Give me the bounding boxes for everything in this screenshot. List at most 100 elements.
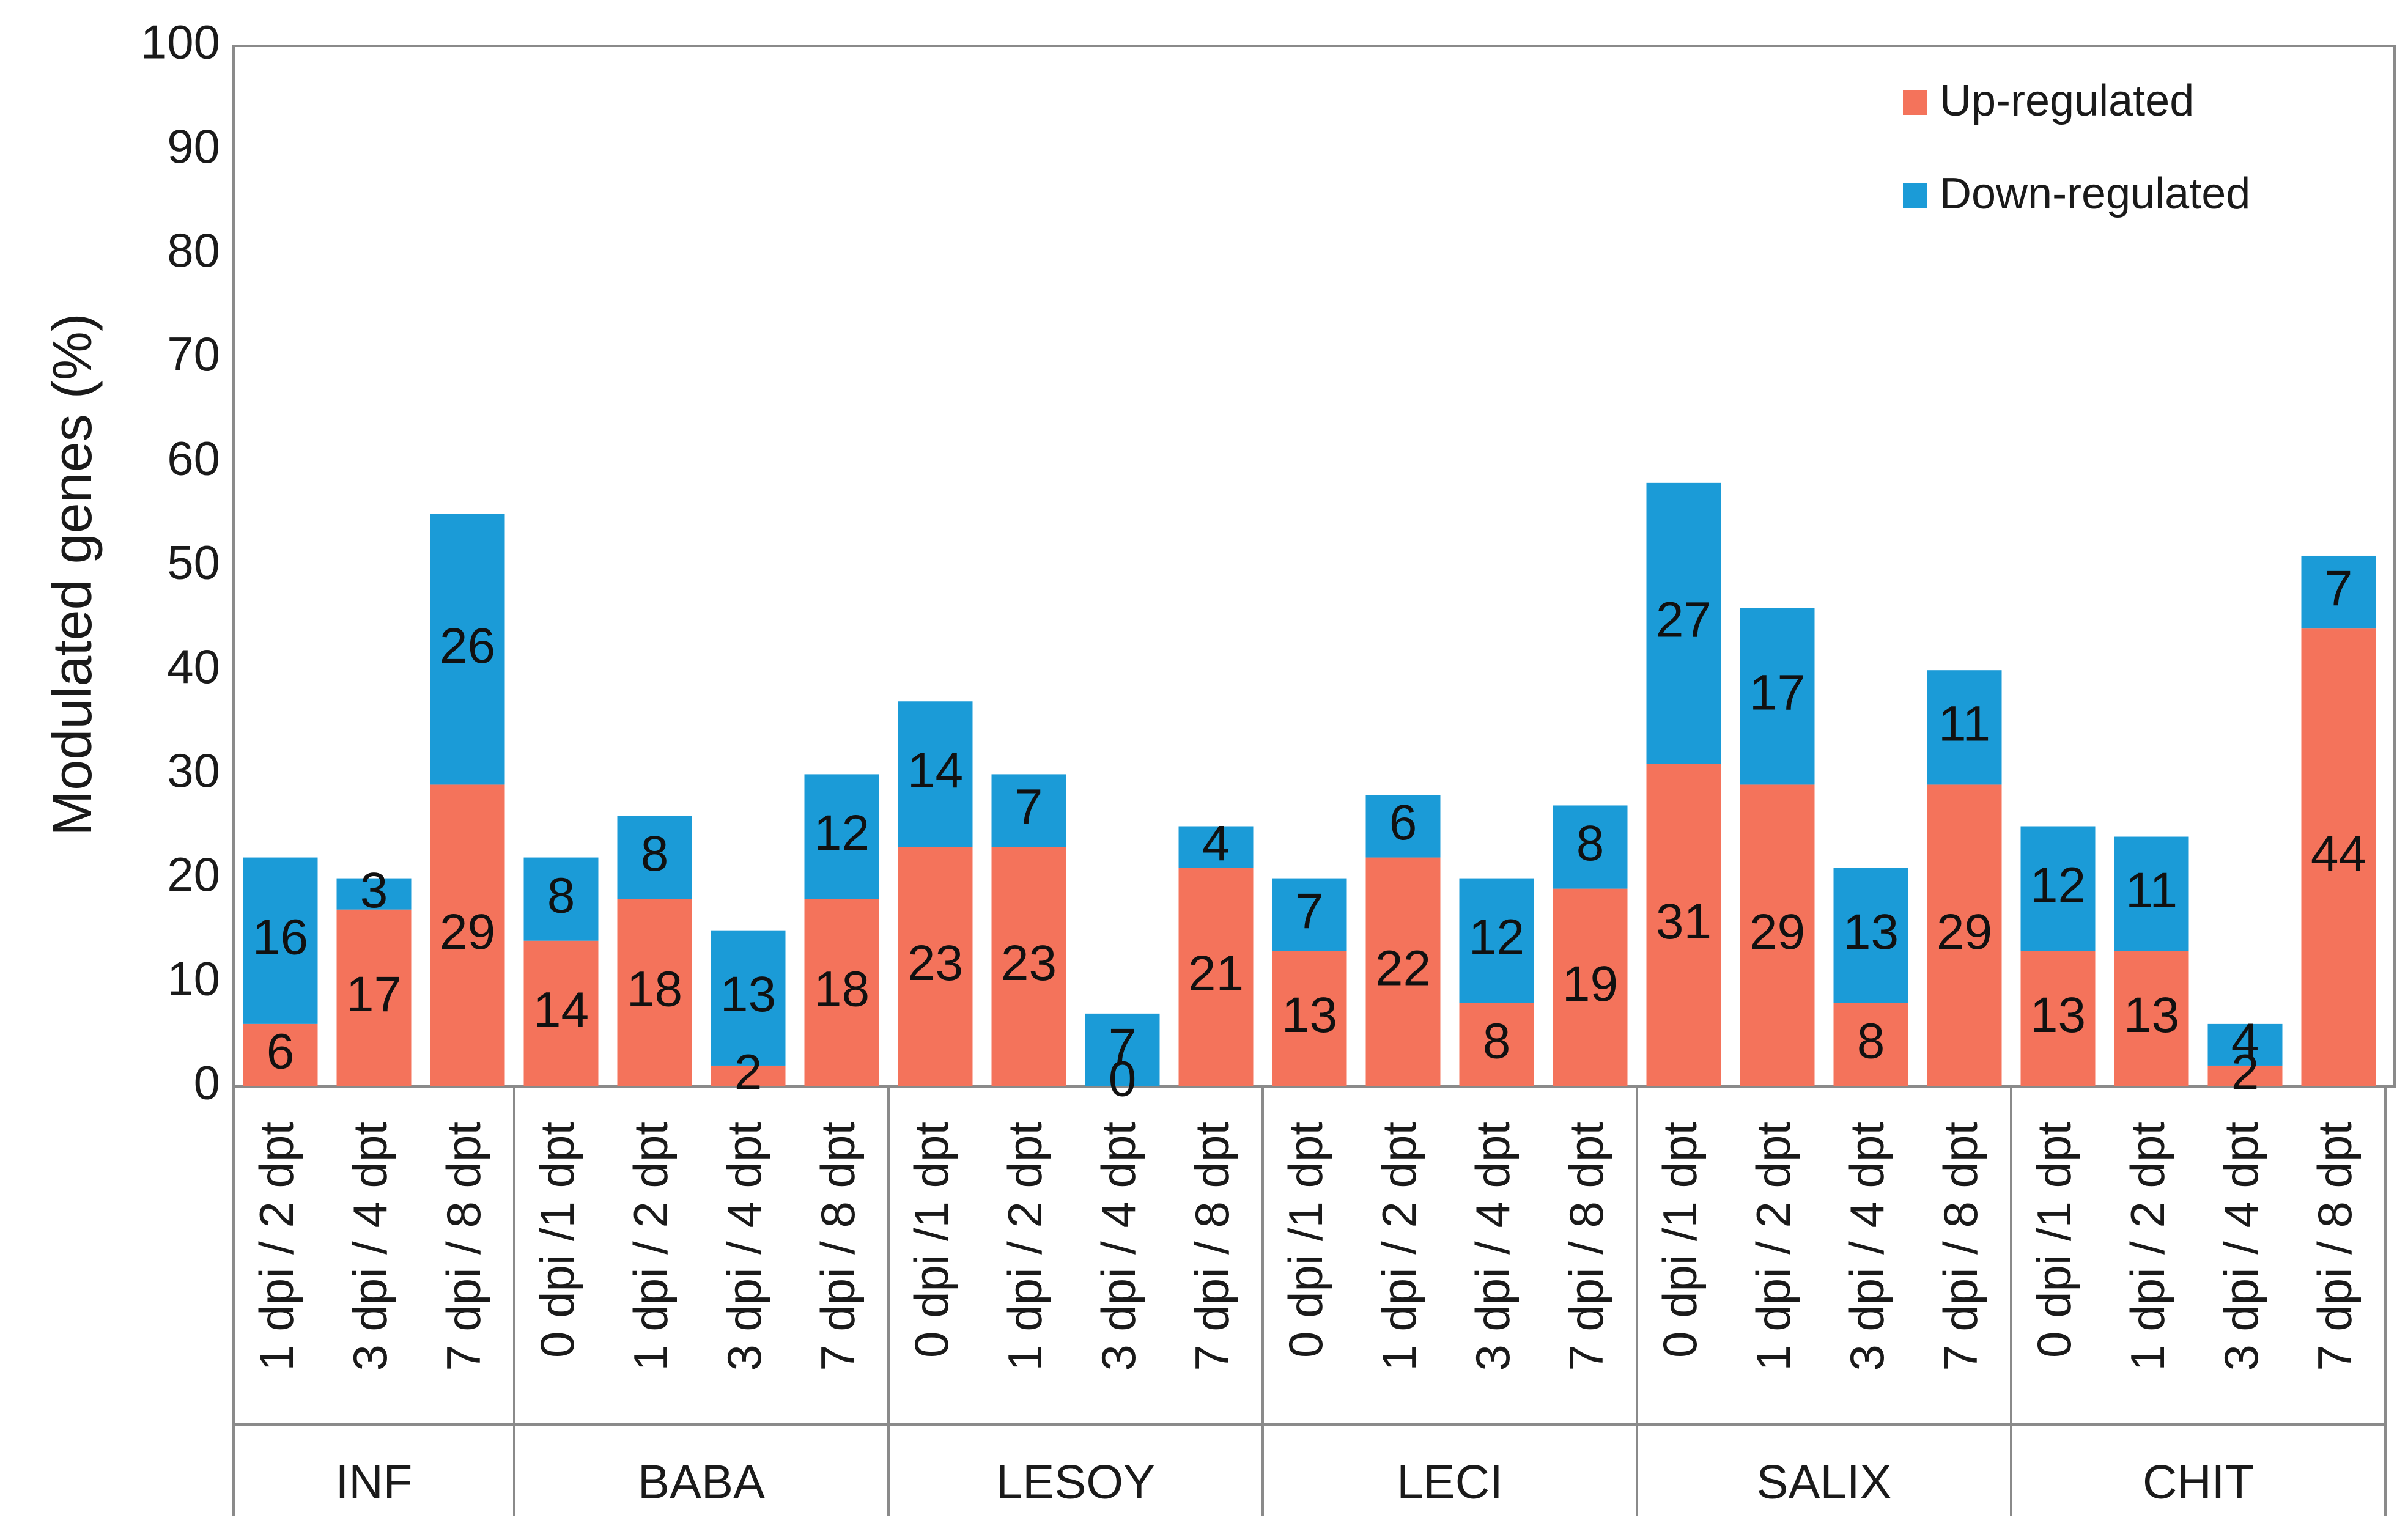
x-tick-label: 0 dpi /1 dpt: [904, 1122, 958, 1358]
y-tick-label: 10: [167, 951, 220, 1005]
x-tick-label: 1 dpi / 2 dpt: [1746, 1122, 1800, 1371]
data-label-up: 0: [1109, 1052, 1137, 1107]
x-tick-label: 0 dpi /1 dpt: [1653, 1122, 1707, 1358]
bar-up-regulated: [1365, 857, 1441, 1086]
bar-down-regulated: [991, 774, 1066, 847]
group-label: SALIX: [1756, 1455, 1891, 1509]
bar-up-regulated: [617, 899, 692, 1086]
x-tick-label: 1 dpi / 2 dpt: [249, 1122, 303, 1371]
y-tick-label: 50: [167, 536, 220, 589]
bar-up-regulated: [523, 940, 599, 1086]
bar-up-regulated: [1740, 784, 1815, 1086]
legend: Up-regulated Down-regulated: [1903, 76, 2250, 218]
y-tick-label: 30: [167, 743, 220, 797]
data-label-up: 29: [1937, 904, 1992, 960]
data-label-up: 29: [1749, 904, 1805, 960]
bar-down-regulated: [1740, 608, 1815, 785]
data-label-down: 12: [814, 805, 870, 861]
bar-down-regulated: [1927, 670, 2002, 785]
x-tick-label: 7 dpi / 8 dpt: [811, 1122, 865, 1371]
x-tick-label: 3 dpi / 4 dpt: [1840, 1122, 1894, 1371]
data-label-down: 6: [1389, 795, 1417, 850]
bar-down-regulated: [804, 774, 879, 899]
y-tick-label: 80: [167, 223, 220, 277]
bar-down-regulated: [711, 930, 786, 1066]
bar-up-regulated: [243, 1023, 318, 1086]
group-label: INF: [336, 1455, 413, 1509]
bar-down-regulated: [1646, 482, 1721, 764]
data-label-up: 8: [1857, 1014, 1885, 1069]
bar-up-regulated: [2301, 628, 2376, 1086]
data-label-up: 23: [1001, 935, 1057, 991]
data-label-down: 7: [2325, 561, 2353, 616]
x-tick-label: 7 dpi / 8 dpt: [1933, 1122, 1987, 1371]
y-tick-label: 90: [167, 119, 220, 173]
bar-up-regulated: [804, 899, 879, 1086]
data-label-down: 3: [360, 863, 388, 918]
bar-down-regulated: [243, 857, 318, 1024]
y-tick-label: 40: [167, 639, 220, 693]
x-tick-label: 1 dpi / 2 dpt: [1372, 1122, 1426, 1371]
data-label-down: 8: [641, 826, 669, 882]
data-label-up: 23: [907, 935, 963, 991]
bar-down-regulated: [1833, 868, 1908, 1003]
x-tick-label: 7 dpi / 8 dpt: [1559, 1122, 1613, 1371]
data-label-up: 29: [440, 904, 495, 960]
data-label-down: 7: [1015, 780, 1043, 835]
x-tick-label: 7 dpi / 8 dpt: [2308, 1122, 2362, 1371]
bar-down-regulated: [2301, 555, 2376, 629]
data-label-down: 16: [253, 909, 308, 965]
legend-swatch-down: [1903, 183, 1927, 208]
x-tick-label: 1 dpi / 2 dpt: [624, 1122, 678, 1371]
x-tick-label: 0 dpi /1 dpt: [2027, 1122, 2081, 1358]
bar-up-regulated: [2020, 951, 2096, 1086]
bar-up-regulated: [711, 1065, 786, 1086]
data-label-down: 8: [1576, 816, 1605, 871]
bar-up-regulated: [1553, 888, 1628, 1086]
group-label: LECI: [1397, 1455, 1502, 1509]
bar-up-regulated: [2114, 951, 2189, 1086]
data-label-up: 13: [2124, 987, 2179, 1043]
bar-up-regulated: [430, 784, 505, 1086]
bar-down-regulated: [336, 878, 412, 910]
x-tick-label: 3 dpi / 4 dpt: [1466, 1122, 1520, 1371]
x-tick-label: 3 dpi / 4 dpt: [1091, 1122, 1145, 1371]
bar-down-regulated: [2114, 836, 2189, 951]
bar-up-regulated: [1272, 951, 1347, 1086]
bar-down-regulated: [1272, 878, 1347, 951]
x-tick-label: 3 dpi / 4 dpt: [717, 1122, 771, 1371]
bar-down-regulated: [1085, 1013, 1160, 1086]
group-label: CHIT: [2143, 1455, 2254, 1509]
data-label-down: 27: [1656, 592, 1712, 647]
bar-up-regulated: [2207, 1065, 2283, 1086]
y-tick-label: 70: [167, 327, 220, 381]
data-label-down: 4: [2231, 1014, 2259, 1069]
x-tick-label: 1 dpi / 2 dpt: [998, 1122, 1052, 1371]
legend-label-up: Up-regulated: [1940, 76, 2194, 125]
x-tick-label: 7 dpi / 8 dpt: [437, 1122, 490, 1371]
y-tick-label: 60: [167, 431, 220, 485]
x-tick-label: 0 dpi /1 dpt: [1279, 1122, 1332, 1358]
group-label: LESOY: [996, 1455, 1155, 1509]
x-tick-label: 3 dpi / 4 dpt: [343, 1122, 397, 1371]
bar-down-regulated: [898, 701, 973, 847]
data-label-down: 12: [2030, 857, 2086, 913]
data-label-down: 13: [1843, 904, 1899, 960]
bar-down-regulated: [1178, 826, 1254, 868]
data-label-up: 21: [1188, 946, 1244, 1001]
data-label-up: 44: [2311, 826, 2366, 882]
bar-down-regulated: [1459, 878, 1534, 1003]
data-label-up: 13: [1282, 987, 1337, 1043]
data-label-down: 4: [1202, 816, 1230, 871]
legend-swatch-up: [1903, 90, 1927, 115]
y-tick-label: 20: [167, 847, 220, 901]
bar-down-regulated: [2020, 826, 2096, 951]
data-label-down: 7: [1109, 1019, 1137, 1074]
bar-down-regulated: [2207, 1023, 2283, 1066]
x-tick-label: 0 dpi /1 dpt: [530, 1122, 584, 1358]
data-label-down: 11: [1938, 696, 1990, 751]
data-label-up: 6: [267, 1024, 295, 1080]
data-label-up: 13: [2030, 987, 2086, 1043]
bar-down-regulated: [523, 857, 599, 941]
